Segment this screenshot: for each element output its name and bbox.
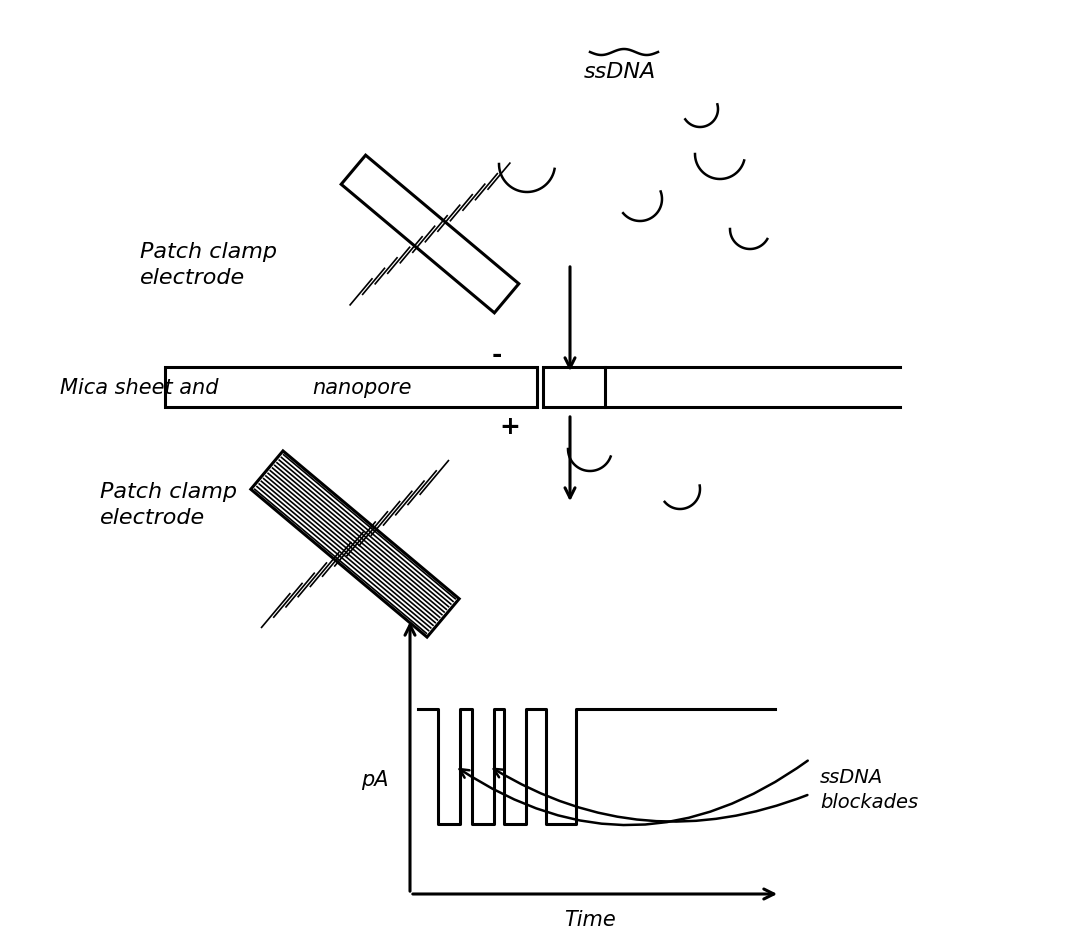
Polygon shape [341,156,519,314]
Text: +: + [500,415,520,439]
Bar [164,368,537,407]
Text: pA: pA [361,769,389,789]
Text: Time: Time [564,909,616,929]
Text: ssDNA
blockades: ssDNA blockades [820,768,918,812]
Polygon shape [251,451,459,637]
Text: Patch clamp
electrode: Patch clamp electrode [140,241,277,288]
Bar [543,368,604,407]
Text: Mica sheet and: Mica sheet and [60,377,219,398]
Text: ssDNA: ssDNA [584,62,656,82]
Text: -: - [491,343,502,367]
Text: Patch clamp
electrode: Patch clamp electrode [100,481,237,528]
Text: nanopore: nanopore [312,377,412,398]
